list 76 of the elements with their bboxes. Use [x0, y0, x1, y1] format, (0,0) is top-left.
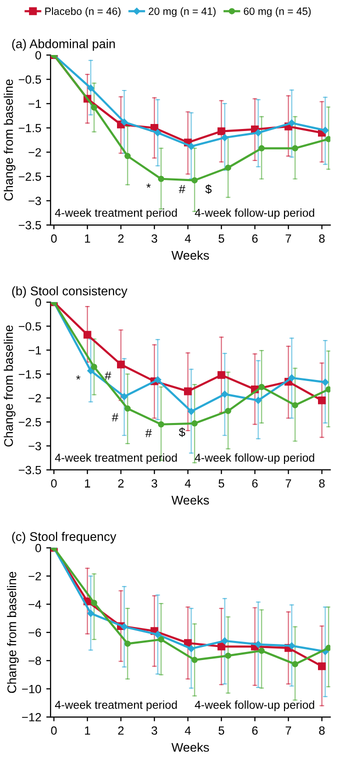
x-tick-label: 6	[252, 234, 258, 243]
x-tick-label: 7	[286, 479, 292, 488]
annotation: $	[205, 184, 212, 194]
y-tick-label: −3	[28, 442, 42, 450]
y-axis-title: Change from baseline	[7, 572, 19, 693]
legend-label: 20 mg (n = 41)	[148, 7, 216, 17]
annotation: $	[178, 427, 186, 437]
annotation: 4-week treatment period	[55, 453, 177, 464]
x-tick-label: 0	[51, 726, 57, 735]
annotation: 4-week treatment period	[55, 208, 177, 220]
y-tick-label: −1.5	[18, 124, 42, 132]
x-axis-title: Weeks	[171, 495, 209, 505]
chart-title: (a) Abdominal pain	[12, 39, 115, 51]
x-tick-label: 6	[252, 479, 258, 488]
y-tick-label: −0.5	[18, 75, 42, 84]
y-tick-label: −2	[28, 394, 41, 402]
x-axis-title: Weeks	[171, 742, 209, 752]
x-tick-label: 2	[118, 726, 124, 735]
x-tick-label: 1	[85, 479, 90, 488]
legend-label: 60 mg (n = 45)	[244, 7, 311, 17]
y-tick-label: 0	[35, 51, 42, 60]
annotation: 4-week follow-up period	[194, 208, 314, 220]
annotation: #	[145, 429, 152, 438]
annotation: #	[178, 185, 186, 194]
y-tick-label: −6	[28, 628, 42, 637]
y-tick-label: −1	[28, 100, 41, 108]
y-tick-label: −12	[22, 713, 41, 722]
y-axis-title: Change from baseline	[4, 79, 16, 201]
legend-label: Placebo (n = 46)	[45, 7, 120, 17]
annotation: #	[104, 372, 112, 380]
x-tick-label: 8	[319, 234, 325, 243]
annotation: 4-week treatment period	[55, 700, 177, 712]
y-tick-label: −8	[28, 656, 42, 666]
x-tick-label: 4	[184, 234, 191, 243]
chart-title: (c) Stool frequency	[12, 532, 116, 544]
y-tick-label: −4	[28, 600, 42, 609]
x-tick-label: 2	[118, 234, 124, 243]
y-tick-label: 0	[35, 298, 42, 307]
y-tick-label: −3	[28, 196, 42, 206]
x-tick-label: 7	[286, 234, 292, 243]
x-tick-label: 3	[152, 479, 158, 488]
x-tick-label: 3	[152, 726, 158, 735]
annotation: *	[76, 375, 80, 380]
y-axis-title: Change from baseline	[4, 325, 16, 447]
annotation: 4-week follow-up period	[194, 453, 314, 464]
x-tick-label: 5	[218, 479, 224, 488]
chart-title: (b) Stool consistency	[12, 286, 128, 298]
y-tick-label: −1.5	[18, 370, 42, 378]
x-tick-label: 5	[218, 234, 224, 243]
y-tick-label: −2.5	[18, 172, 42, 181]
annotation: 4-week follow-up period	[194, 700, 314, 712]
x-tick-label: 8	[319, 726, 325, 735]
x-tick-label: 1	[85, 726, 90, 735]
y-tick-label: −0.5	[18, 322, 42, 331]
x-tick-label: 2	[118, 479, 124, 488]
y-tick-label: 0	[35, 544, 42, 552]
x-axis-title: Weeks	[171, 250, 209, 260]
y-tick-label: −1	[28, 346, 41, 354]
x-tick-label: 0	[51, 234, 57, 243]
y-tick-label: −2	[28, 148, 41, 156]
x-tick-label: 4	[184, 479, 191, 488]
y-tick-label: −10	[22, 684, 42, 694]
x-tick-label: 8	[319, 479, 325, 488]
y-tick-label: −3.5	[18, 466, 42, 474]
annotation: *	[146, 184, 151, 188]
x-tick-label: 1	[85, 234, 90, 243]
x-tick-label: 7	[286, 726, 292, 735]
annotation: #	[112, 413, 118, 422]
y-tick-label: −2	[28, 572, 41, 580]
x-tick-label: 3	[152, 234, 158, 243]
y-tick-label: −3.5	[18, 221, 42, 230]
x-tick-label: 6	[252, 726, 258, 735]
y-tick-label: −2.5	[18, 418, 42, 426]
x-tick-label: 5	[218, 726, 224, 735]
x-tick-label: 4	[184, 726, 191, 735]
x-tick-label: 0	[51, 479, 57, 488]
